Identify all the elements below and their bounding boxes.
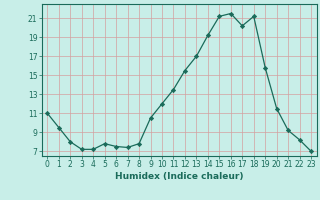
X-axis label: Humidex (Indice chaleur): Humidex (Indice chaleur) bbox=[115, 172, 244, 181]
